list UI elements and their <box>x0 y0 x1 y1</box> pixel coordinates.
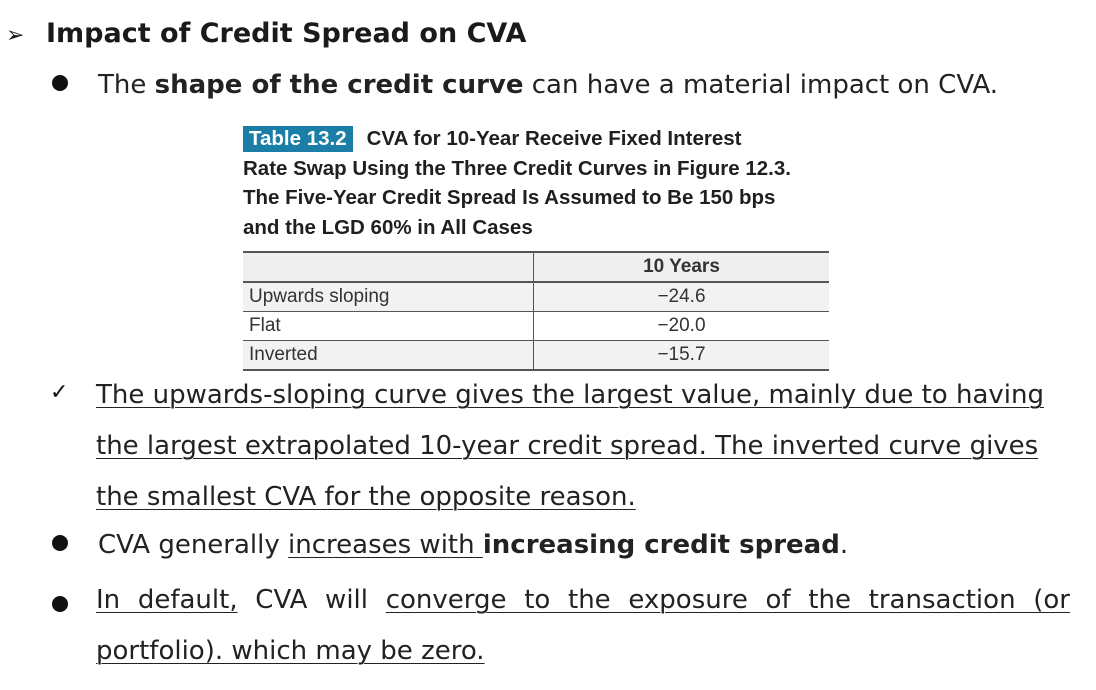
section-heading: ➢ Impact of Credit Spread on CVA <box>6 18 526 49</box>
row-label: Flat <box>243 311 534 341</box>
table-header-row: 10 Years <box>243 251 829 283</box>
bullet-credit-spread-increase: CVA generally increases with increasing … <box>52 530 848 560</box>
cva-table: 10 Years Upwards sloping −24.6 Flat −20.… <box>243 251 829 371</box>
row-value: −15.7 <box>533 340 829 371</box>
bullet-dot-icon <box>52 74 68 91</box>
table-13-2: Table 13.2 CVA for 10-Year Receive Fixed … <box>243 124 833 371</box>
table-row: Inverted −15.7 <box>243 340 829 371</box>
column-header-10-years: 10 Years <box>533 251 829 283</box>
bullet-in-default: In default, CVA will converge to the exp… <box>96 585 1070 666</box>
table-row: Upwards sloping −24.6 <box>243 282 829 312</box>
check-point-paragraph: The upwards-sloping curve gives the larg… <box>96 380 1044 512</box>
table-row: Flat −20.0 <box>243 311 829 341</box>
bullet-dot-icon <box>52 534 68 551</box>
heading-text: Impact of Credit Spread on CVA <box>46 18 527 49</box>
table-label: Table 13.2 <box>243 126 353 152</box>
bold-credit-curve: shape of the credit curve <box>154 70 524 100</box>
table-caption: Table 13.2 CVA for 10-Year Receive Fixed … <box>243 126 791 239</box>
arrow-bullet-icon: ➢ <box>6 23 25 48</box>
bullet-dot-icon <box>52 596 68 612</box>
row-value: −24.6 <box>533 282 829 312</box>
row-value: −20.0 <box>533 311 829 341</box>
row-label: Inverted <box>243 340 534 371</box>
row-label: Upwards sloping <box>243 282 534 312</box>
bold-increasing-credit-spread: increasing credit spread <box>482 530 840 560</box>
bullet-credit-curve-shape: The shape of the credit curve can have a… <box>52 70 998 100</box>
check-mark-icon: ✓ <box>50 380 69 405</box>
